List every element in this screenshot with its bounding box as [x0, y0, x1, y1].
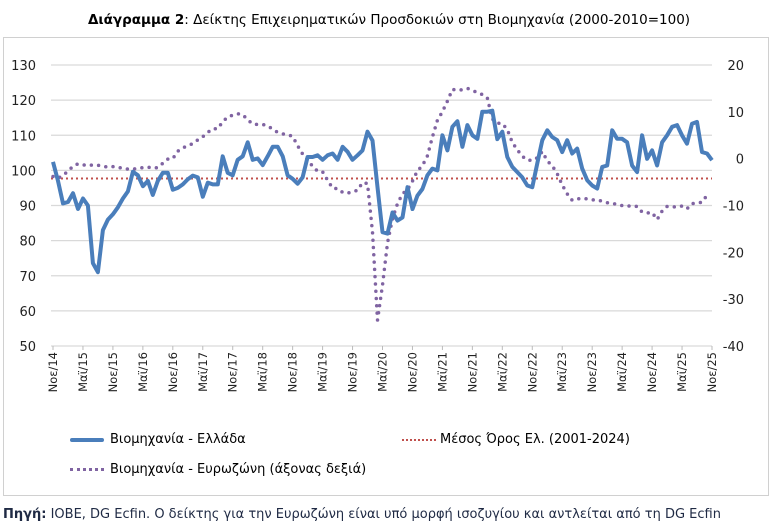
y-right-tick-label: -10 — [723, 200, 744, 215]
y-right-tick-label: -20 — [723, 246, 744, 261]
x-tick-label: Νοε/20 — [405, 352, 419, 392]
y-left-tick-label: 110 — [11, 129, 36, 144]
y-right-tick-label: 20 — [727, 59, 744, 74]
y-right-tick-label: -30 — [723, 293, 744, 308]
legend-label: Μέσος Όρος Ελ. (2001-2024) — [440, 432, 630, 447]
x-tick-label: Νοε/19 — [346, 352, 360, 392]
x-tick-label: Νοε/24 — [645, 352, 659, 392]
legend-solid-line-icon — [70, 437, 104, 442]
source-note: Πηγή: ΙΟΒΕ, DG Ecfin. Ο δείκτης για την … — [3, 507, 721, 522]
greece-series-line — [51, 108, 714, 275]
legend-greece: Βιομηχανία - Ελλάδα — [70, 432, 246, 447]
chart-title-text: : Δείκτης Επιχειρηματικών Προσδοκιών στη… — [184, 12, 691, 28]
x-tick-label: Νοε/23 — [585, 352, 599, 392]
x-tick-label: Μαϊ/15 — [76, 352, 90, 392]
y-left-tick-label: 50 — [19, 340, 36, 355]
x-tick-label: Νοε/18 — [286, 352, 300, 392]
legend-label: Βιομηχανία - Ελλάδα — [110, 432, 246, 447]
x-tick-label: Μαϊ/18 — [256, 352, 270, 392]
x-tick-label: Μαϊ/22 — [495, 352, 509, 392]
x-tick-label: Νοε/15 — [106, 352, 120, 392]
x-tick-label: Νοε/17 — [226, 352, 240, 392]
y-right-tick-label: 0 — [736, 153, 744, 168]
x-tick-label: Μαϊ/16 — [136, 352, 150, 392]
legend-average: Μέσος Όρος Ελ. (2001-2024) — [402, 432, 630, 447]
x-tick-label: Μαϊ/25 — [675, 352, 689, 392]
chart-title-bold: Διάγραμμα 2 — [87, 12, 185, 28]
legend-dotted-line-icon — [402, 438, 436, 441]
x-tick-label: Μαϊ/19 — [316, 352, 330, 392]
eurozone-series-line — [51, 86, 709, 321]
y-left-tick-label: 90 — [19, 200, 36, 215]
y-left-tick-label: 70 — [19, 270, 36, 285]
chart-frame — [3, 37, 769, 496]
x-tick-label: Μαϊ/24 — [615, 352, 629, 392]
x-tick-label: Νοε/14 — [46, 352, 60, 392]
y-right-tick-label: -40 — [723, 340, 744, 355]
source-label: Πηγή: — [3, 507, 47, 522]
y-left-tick-label: 80 — [19, 235, 36, 250]
x-tick-label: Νοε/16 — [166, 352, 180, 392]
x-tick-label: Νοε/22 — [525, 352, 539, 392]
x-tick-label: Μαϊ/20 — [376, 352, 390, 392]
chart-title: Διάγραμμα 2: Δείκτης Επιχειρηματικών Προ… — [0, 12, 778, 28]
y-left-tick-label: 130 — [11, 59, 36, 74]
legend-dots-icon — [70, 468, 104, 471]
x-tick-label: Νοε/25 — [705, 352, 719, 392]
y-right-tick-label: 10 — [727, 106, 744, 121]
legend-eurozone: Βιομηχανία - Ευρωζώνη (άξονας δεξιά) — [70, 462, 366, 477]
legend-label: Βιομηχανία - Ευρωζώνη (άξονας δεξιά) — [110, 462, 367, 477]
y-left-tick-label: 120 — [11, 94, 36, 109]
x-tick-label: Νοε/21 — [465, 352, 479, 392]
x-tick-label: Μαϊ/21 — [435, 352, 449, 392]
x-tick-label: Μαϊ/23 — [555, 352, 569, 392]
x-tick-label: Μαϊ/17 — [196, 352, 210, 392]
source-text: ΙΟΒΕ, DG Ecfin. Ο δείκτης για την Ευρωζώ… — [46, 507, 721, 522]
y-left-tick-label: 100 — [11, 164, 36, 179]
y-left-tick-label: 60 — [19, 305, 36, 320]
